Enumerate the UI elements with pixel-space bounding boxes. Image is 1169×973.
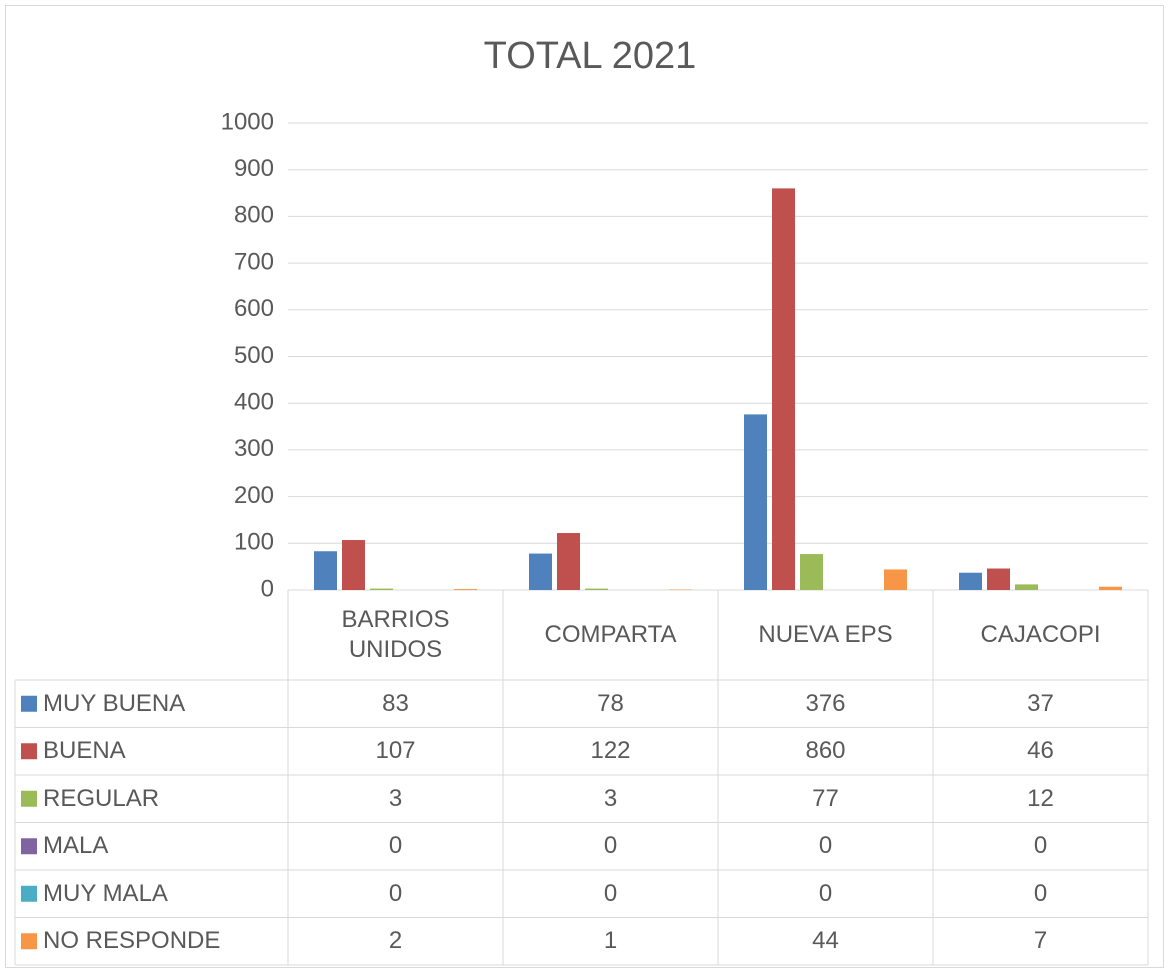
y-tick-label: 600	[234, 295, 274, 322]
value-cell: 3	[388, 784, 403, 812]
value-cell: 376	[805, 689, 846, 717]
y-tick-label: 800	[234, 202, 274, 229]
value-cell: 12	[1027, 784, 1054, 812]
y-tick-label: 500	[234, 342, 274, 369]
bar	[370, 588, 393, 590]
bar	[557, 533, 580, 590]
bar	[800, 554, 823, 590]
value-cell: 2	[388, 927, 403, 955]
y-tick-label: 200	[234, 482, 274, 509]
value-cell: 83	[382, 689, 409, 717]
legend-label: MUY MALA	[43, 879, 168, 907]
legend-key	[21, 743, 37, 760]
legend-key	[21, 838, 37, 855]
legend-label: MALA	[43, 832, 109, 860]
bar	[454, 589, 477, 590]
bar	[772, 188, 795, 590]
category-label: NUEVA EPS	[758, 621, 893, 648]
bar	[1099, 586, 1122, 590]
value-cell: 77	[812, 784, 839, 812]
value-cell: 0	[818, 879, 833, 907]
chart-title: TOTAL 2021	[484, 35, 697, 77]
value-cell: 0	[388, 832, 403, 860]
chart-border	[5, 5, 1164, 968]
bar	[744, 414, 767, 590]
category-label: CAJACOPI	[980, 621, 1101, 648]
value-cell: 0	[1033, 832, 1048, 860]
bar	[585, 588, 608, 590]
bar	[884, 569, 907, 590]
value-cell: 0	[1033, 879, 1048, 907]
value-cell: 7	[1033, 927, 1048, 955]
value-cell: 107	[375, 737, 416, 765]
bar	[959, 572, 982, 590]
category-label: BARRIOS UNIDOS	[341, 606, 450, 663]
legend-key	[21, 885, 37, 902]
value-cell: 0	[603, 879, 618, 907]
legend-label: NO RESPONDE	[43, 927, 221, 955]
bar	[987, 568, 1010, 590]
legend-key	[21, 933, 37, 950]
y-tick-label: 400	[234, 389, 274, 416]
value-cell: 37	[1027, 689, 1054, 717]
value-cell: 0	[388, 879, 403, 907]
bar	[1015, 584, 1038, 590]
value-cell: 0	[818, 832, 833, 860]
value-cell: 0	[603, 832, 618, 860]
value-cell: 3	[603, 784, 618, 812]
y-tick-label: 700	[234, 248, 274, 275]
value-cell: 122	[590, 737, 631, 765]
legend-key	[21, 695, 37, 712]
y-tick-label: 900	[234, 155, 274, 182]
value-cell: 860	[805, 737, 846, 765]
legend-label: MUY BUENA	[43, 689, 186, 717]
bar	[314, 551, 337, 590]
value-cell: 46	[1027, 737, 1054, 765]
legend-key	[21, 790, 37, 807]
y-tick-label: 300	[234, 435, 274, 462]
category-label: COMPARTA	[544, 621, 677, 648]
y-tick-label: 1000	[221, 108, 274, 135]
bar	[529, 553, 552, 590]
value-cell: 44	[812, 927, 839, 955]
bar	[342, 540, 365, 590]
value-cell: 1	[603, 927, 618, 955]
value-cell: 78	[597, 689, 624, 717]
legend-label: BUENA	[43, 737, 126, 765]
legend-label: REGULAR	[43, 784, 160, 812]
y-tick-label: 0	[261, 575, 274, 602]
y-tick-label: 100	[234, 529, 274, 556]
